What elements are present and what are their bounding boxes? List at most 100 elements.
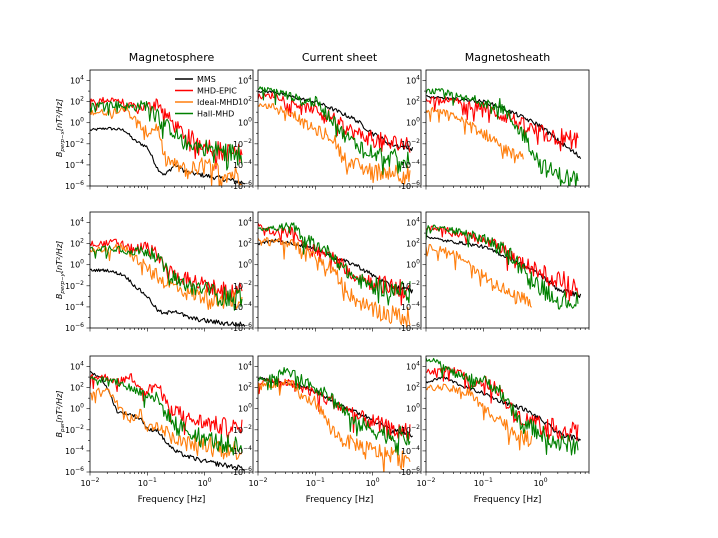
y-tick-label: 100 [406, 403, 420, 414]
legend-label-hall-mhd: Hall-MHD [197, 110, 234, 119]
legend-label-ideal-mhd: Ideal-MHD [197, 98, 238, 107]
legend-label-mhd-epic: MHD-EPIC [197, 87, 237, 96]
series-line-hall-mhd [258, 367, 411, 456]
series-line-ideal-mhd [90, 387, 243, 461]
y-tick-label: 104 [406, 217, 420, 228]
panel-frame [425, 355, 590, 473]
y-tick-label: 10−6 [401, 180, 420, 191]
series-group [258, 86, 414, 185]
y-tick-label: 10−6 [65, 180, 84, 191]
y-tick-label: 100 [238, 403, 252, 414]
y-tick-label: 100 [70, 117, 84, 128]
series-line-mms [258, 238, 414, 294]
x-tick-label: 10−2 [80, 477, 99, 488]
series-group [426, 224, 582, 310]
y-tick-label: 10−4 [65, 159, 84, 170]
y-tick-label: 10−4 [65, 445, 84, 456]
series-line-hall-mhd [258, 86, 411, 175]
series-line-mhd-epic [90, 96, 243, 170]
column-title-1: Current sheet [302, 51, 378, 64]
y-tick-label: 102 [406, 96, 420, 107]
series-line-mms [90, 370, 246, 472]
panel-2-0: 10−6 10−4 10−2 100 102 104 10−2 10−1 100 Frequenc… [55, 355, 254, 505]
y-tick-label: 10−2 [233, 138, 252, 149]
x-tick-label: 10−1 [306, 477, 325, 488]
y-tick-label: 104 [70, 217, 84, 228]
y-tick-label: 100 [406, 117, 420, 128]
series-line-ideal-mhd [258, 103, 411, 185]
y-tick-label: 10−2 [233, 280, 252, 291]
series-group [258, 367, 413, 472]
panel-0-1: 10−6 10−4 10−2 100 102 104 [233, 69, 422, 191]
series-line-hall-mhd [426, 88, 579, 186]
series-line-mms [426, 376, 581, 442]
y-tick-label: 10−4 [401, 445, 420, 456]
column-title-2: Magnetosheath [465, 51, 551, 64]
column-title-0: Magnetosphere [129, 51, 215, 64]
y-tick-label: 102 [70, 96, 84, 107]
y-tick-label: 10−6 [65, 322, 84, 333]
panel-2-1: 10−6 10−4 10−2 100 102 104 10−2 10−1 100 Frequenc… [233, 355, 422, 505]
y-tick-label: 104 [238, 217, 252, 228]
series-line-mhd-epic [258, 92, 411, 153]
y-tick-label: 10−4 [233, 445, 252, 456]
series-line-mhd-epic [426, 96, 579, 152]
series-line-hall-mhd [426, 224, 579, 310]
y-tick-label: 104 [70, 361, 84, 372]
series-line-ideal-mhd [426, 106, 524, 164]
y-tick-label: 10−6 [401, 466, 420, 477]
series-group [426, 88, 582, 186]
panel-0-0: 10−610−410−2100102104Bperp−x[nT²/Hz]MMSM… [55, 69, 254, 191]
y-tick-label: 10−2 [65, 424, 84, 435]
series-line-mhd-epic [426, 225, 579, 302]
panel-frame [257, 355, 422, 473]
legend-label-mms: MMS [197, 75, 216, 84]
y-tick-label: 10−6 [233, 322, 252, 333]
y-tick-label: 10−2 [65, 138, 84, 149]
y-tick-label: 10−2 [401, 280, 420, 291]
series-group [258, 222, 414, 328]
y-tick-label: 104 [70, 75, 84, 86]
series-line-hall-mhd [258, 222, 411, 306]
series-line-ideal-mhd [258, 379, 411, 472]
y-tick-label: 10−6 [401, 322, 420, 333]
series-line-hall-mhd [90, 100, 243, 171]
y-tick-label: 104 [406, 361, 420, 372]
y-tick-label: 102 [238, 382, 252, 393]
series-line-mms [90, 268, 246, 327]
series-group [90, 370, 246, 472]
panel-1-0: 10−6 10−4 10−2 100 102 104 Bperp−y[nT²/Hz] [55, 211, 254, 333]
x-tick-label: 100 [366, 477, 380, 488]
y-tick-label: 10−2 [65, 280, 84, 291]
y-tick-label: 102 [70, 238, 84, 249]
y-tick-label: 10−4 [233, 301, 252, 312]
panel-1-1: 10−6 10−4 10−2 100 102 104 [233, 211, 422, 333]
y-tick-label: 10−2 [401, 424, 420, 435]
y-tick-label: 100 [238, 259, 252, 270]
y-axis-label: Bperp−y[nT²/Hz] [55, 241, 66, 299]
panel-frame [425, 211, 590, 329]
y-tick-label: 10−4 [401, 159, 420, 170]
panel-frame [89, 355, 254, 473]
x-tick-label: 10−1 [474, 477, 493, 488]
series-group [426, 357, 581, 456]
series-line-mms [426, 235, 582, 299]
x-tick-label: 10−1 [138, 477, 157, 488]
y-tick-label: 104 [406, 75, 420, 86]
y-tick-label: 10−4 [233, 159, 252, 170]
y-tick-label: 102 [406, 382, 420, 393]
y-tick-label: 100 [238, 117, 252, 128]
series-group [90, 238, 246, 327]
x-tick-label: 10−2 [248, 477, 267, 488]
y-tick-label: 10−6 [233, 466, 252, 477]
x-tick-label: 100 [198, 477, 212, 488]
series-line-mhd-epic [258, 222, 411, 306]
y-axis-label: Bpar[nT²/Hz] [55, 391, 66, 438]
series-line-mhd-epic [426, 366, 579, 442]
y-tick-label: 100 [70, 259, 84, 270]
y-tick-label: 104 [238, 361, 252, 372]
x-axis-label: Frequency [Hz] [306, 495, 374, 505]
panel-frame [257, 69, 422, 187]
y-tick-label: 102 [238, 238, 252, 249]
